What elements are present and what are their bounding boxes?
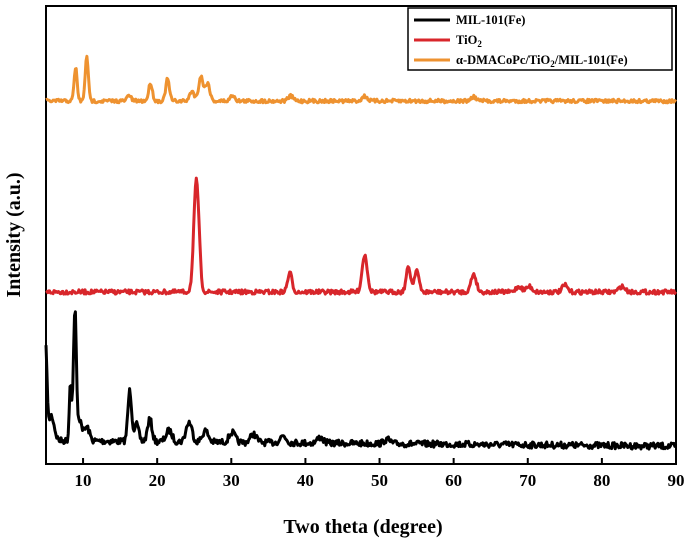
y-axis-title: Intensity (a.u.) (3, 172, 25, 297)
x-tick-label: 60 (445, 471, 462, 490)
legend: MIL-101(Fe) TiO2 α-DMACoPc/TiO2/MIL-101(… (407, 7, 673, 71)
series-line-mil-101-fe (44, 310, 678, 451)
legend-entry-mil-101-fe: MIL-101(Fe) (456, 13, 525, 27)
x-tick-label: 30 (223, 471, 240, 490)
plot-frame (45, 5, 677, 465)
x-tick-label: 70 (519, 471, 536, 490)
x-tick-label: 20 (149, 471, 166, 490)
x-tick-label: 10 (75, 471, 92, 490)
legend-subscript: 2 (550, 59, 555, 69)
legend-entry-composite: α-DMACoPc/TiO2/MIL-101(Fe) (456, 53, 628, 69)
x-tick-label: 80 (593, 471, 610, 490)
series-group (44, 54, 678, 451)
legend-entry-tio2: TiO2 (456, 33, 482, 49)
series-line-composite (45, 54, 677, 105)
x-tick-label: 90 (668, 471, 685, 490)
legend-subscript: 2 (477, 39, 482, 49)
x-axis-title: Two theta (degree) (283, 516, 442, 538)
legend-suffix: /MIL-101(Fe) (554, 53, 628, 67)
series-line-tio2 (45, 176, 678, 296)
x-tick-label: 40 (297, 471, 314, 490)
legend-box (407, 7, 673, 71)
x-axis-ticks: 10 20 30 40 50 60 70 80 90 (75, 458, 685, 490)
x-tick-label: 50 (371, 471, 388, 490)
